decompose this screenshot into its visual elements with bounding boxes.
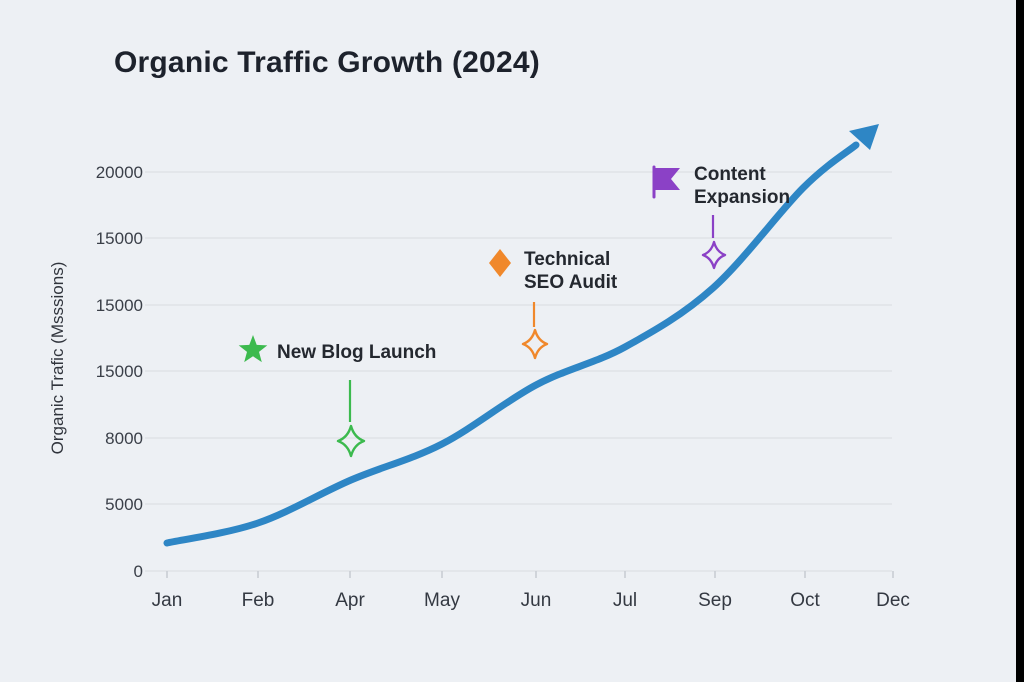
annotation-label: Expansion xyxy=(694,187,790,208)
x-tick-label: Sep xyxy=(698,590,732,611)
open-diamond-icon xyxy=(336,424,366,458)
x-tick-label: Jul xyxy=(613,590,637,611)
chart-title: Organic Traffic Growth (2024) xyxy=(114,46,540,79)
y-tick-label: 15000 xyxy=(96,229,143,248)
x-tick-label: May xyxy=(424,590,460,611)
x-tick-label: Jun xyxy=(521,590,552,611)
y-tick-label: 15000 xyxy=(96,296,143,315)
open-diamond-icon xyxy=(701,240,727,270)
x-tick-label: Dec xyxy=(876,590,910,611)
flag-icon xyxy=(655,168,680,190)
y-tick-label: 0 xyxy=(134,562,143,581)
annotation-label: New Blog Launch xyxy=(277,342,436,363)
x-tick-label: Apr xyxy=(335,590,365,611)
black-edge-bar xyxy=(1016,0,1024,682)
x-tick-label: Oct xyxy=(790,590,820,611)
annotation-label: SEO Audit xyxy=(524,272,618,293)
open-diamond-icon xyxy=(521,328,549,360)
y-tick-label: 15000 xyxy=(96,362,143,381)
diamond-icon xyxy=(489,249,511,277)
x-tick-label: Feb xyxy=(242,590,275,611)
y-tick-label: 5000 xyxy=(105,495,143,514)
arrow-head-icon xyxy=(849,124,879,150)
star-icon xyxy=(238,335,268,363)
annotation-label: Content xyxy=(694,164,766,185)
y-tick-label: 8000 xyxy=(105,429,143,448)
traffic-line xyxy=(163,141,860,547)
y-tick-label: 20000 xyxy=(96,163,143,182)
annotation-label: Technical xyxy=(524,249,610,270)
x-tick-label: Jan xyxy=(152,590,183,611)
